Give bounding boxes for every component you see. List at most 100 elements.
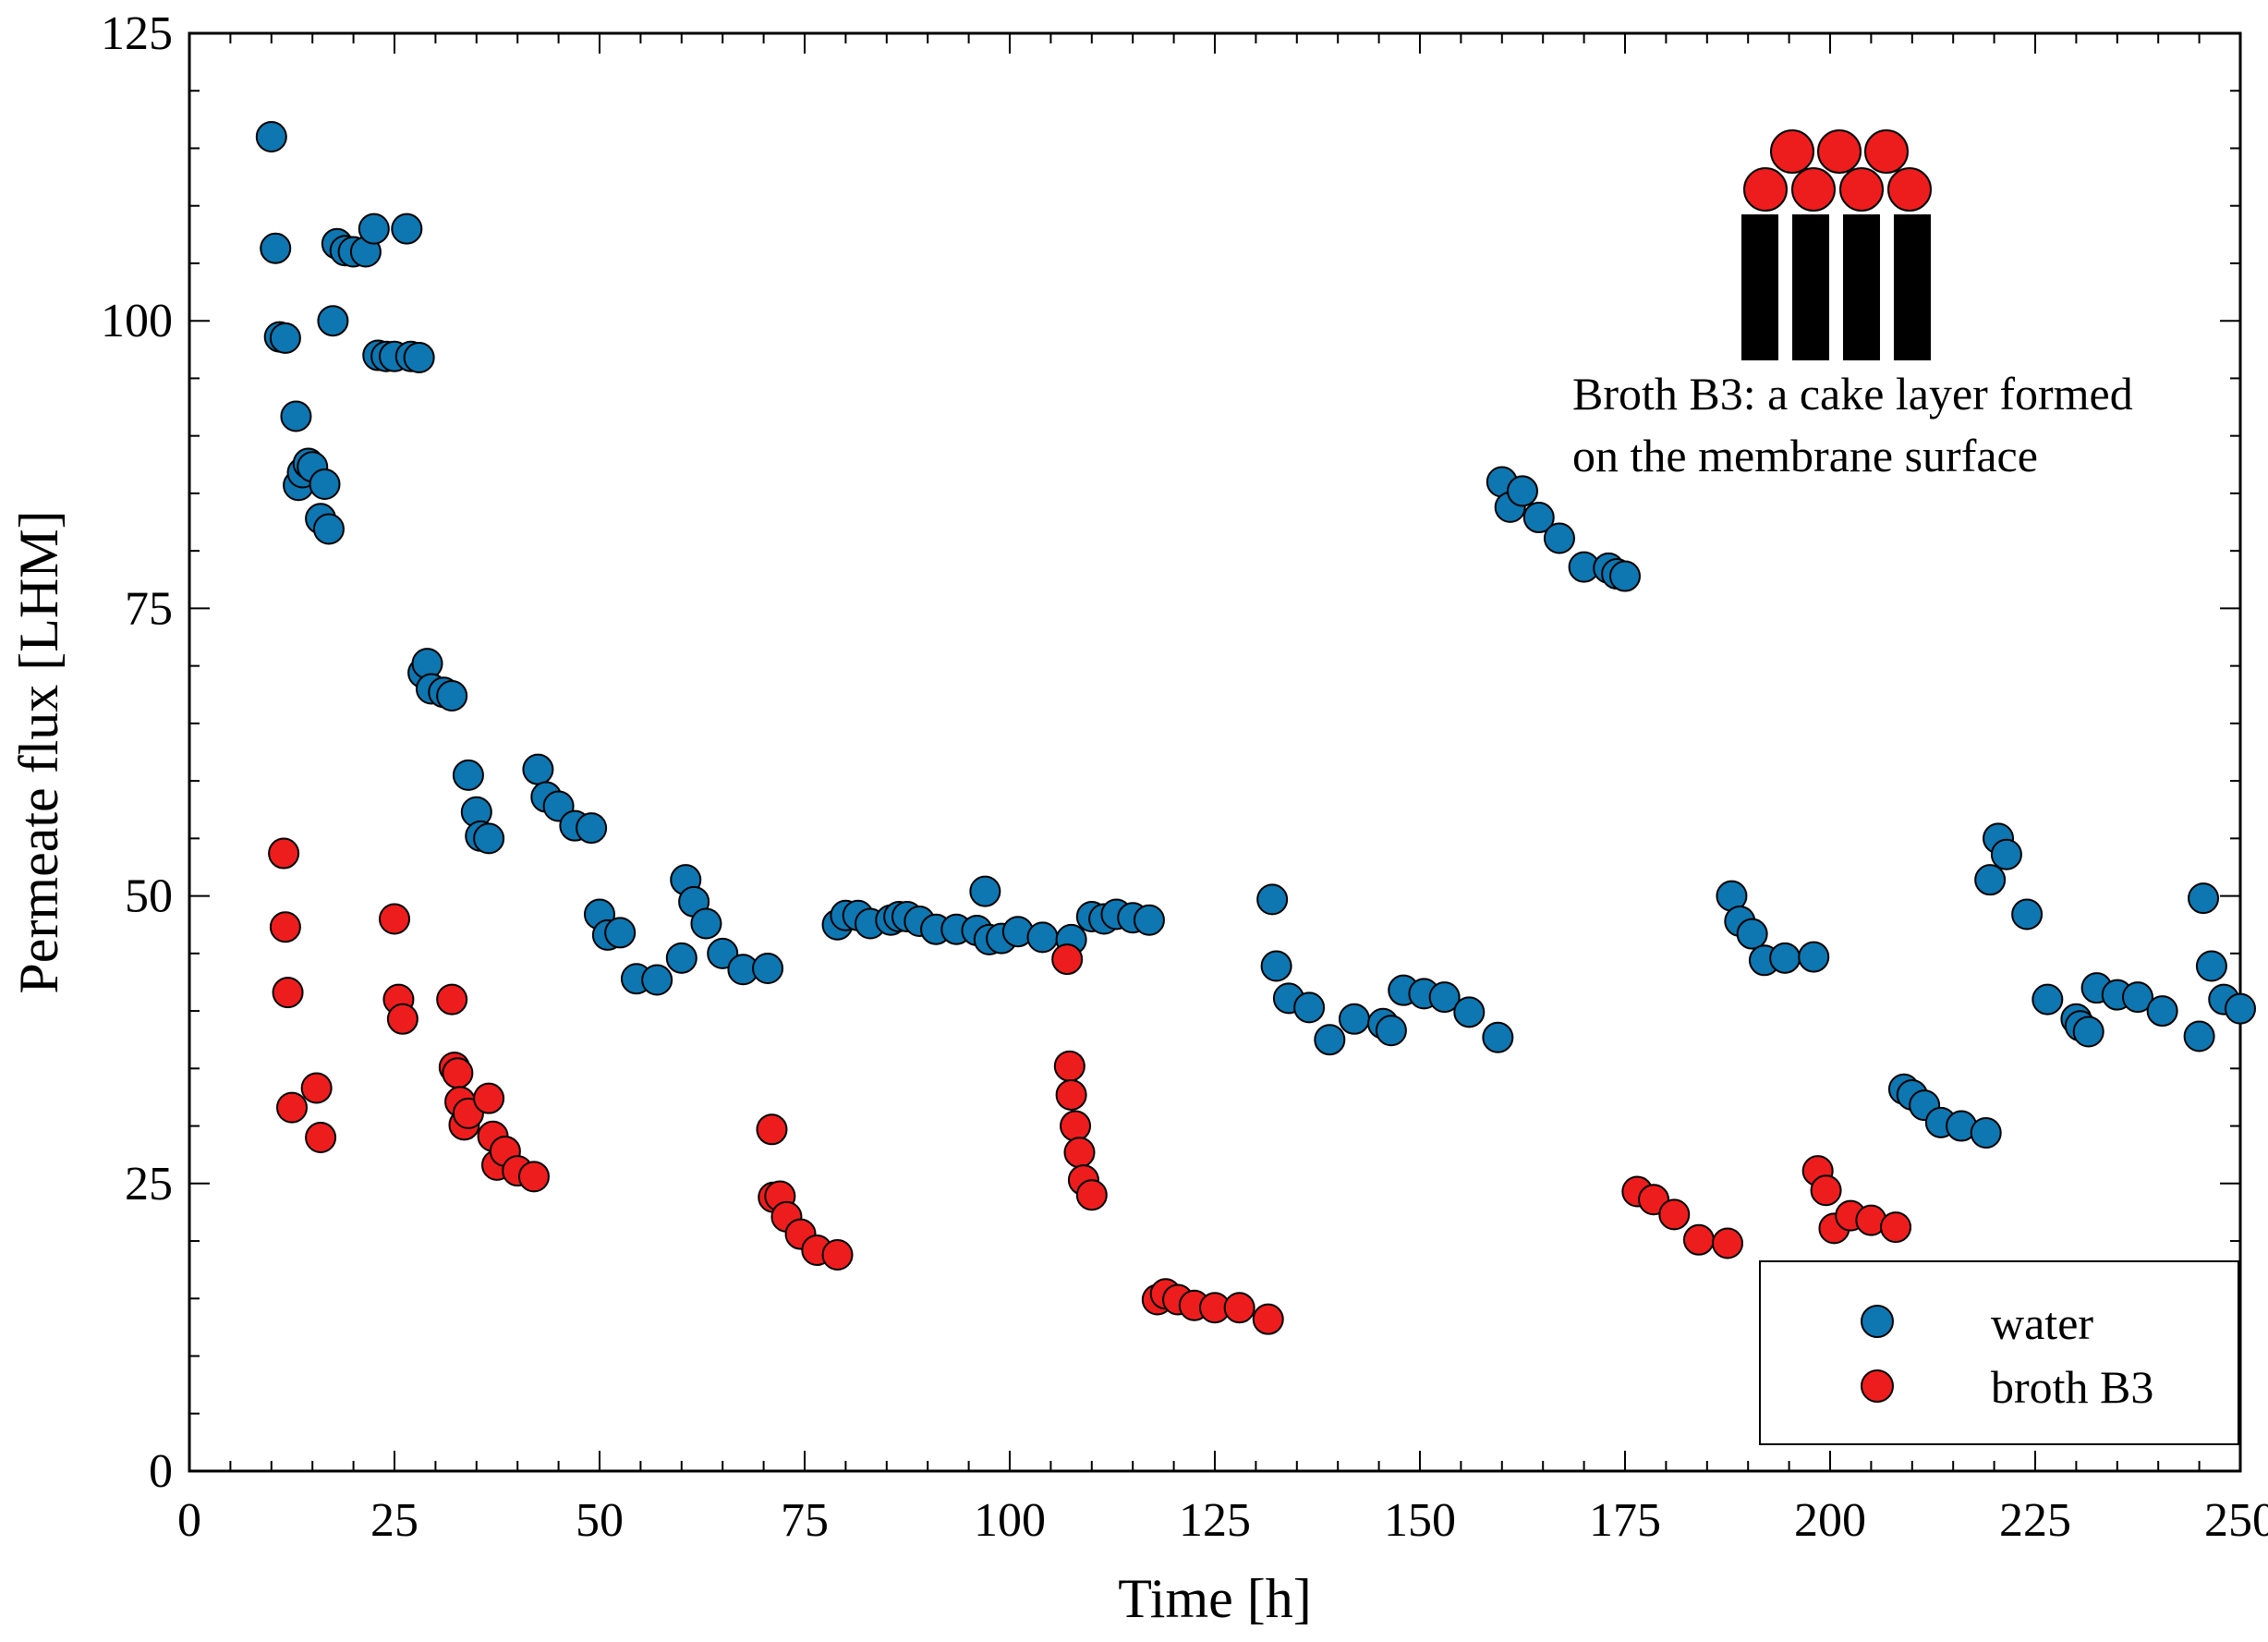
point-broth-b3 — [1252, 1303, 1284, 1335]
x-tick-label: 125 — [1179, 1494, 1251, 1547]
point-broth-b3 — [269, 911, 301, 943]
point-water — [1609, 560, 1641, 592]
cake-particle — [1743, 167, 1788, 212]
point-water — [269, 322, 301, 354]
x-tick-label: 75 — [781, 1494, 829, 1547]
legend: water broth B3 — [1759, 1260, 2239, 1445]
point-water — [473, 822, 505, 855]
point-water — [641, 964, 673, 996]
y-axis-title: Permeate flux [LHM] — [8, 510, 69, 993]
point-water — [604, 917, 637, 949]
point-broth-b3 — [1658, 1198, 1691, 1231]
point-water — [1260, 950, 1292, 982]
point-water — [690, 907, 722, 940]
point-water — [1428, 981, 1461, 1014]
point-water — [752, 953, 784, 985]
point-water — [436, 680, 468, 712]
point-broth-b3 — [276, 1091, 308, 1124]
x-tick-label: 0 — [177, 1494, 201, 1547]
legend-marker-broth-b3 — [1861, 1369, 1894, 1403]
point-water — [1026, 921, 1059, 954]
point-water — [403, 342, 435, 374]
x-axis-ticks — [188, 33, 2241, 1471]
point-water — [665, 942, 697, 974]
point-water — [2122, 981, 2153, 1014]
point-water — [1256, 883, 1289, 916]
point-water — [2146, 995, 2178, 1028]
point-water — [1522, 502, 1555, 534]
point-broth-b3 — [1880, 1211, 1912, 1244]
point-water — [576, 812, 608, 845]
cake-particle — [1887, 167, 1932, 212]
y-axis-tick-labels: 0 25 50 75 100 125 — [101, 7, 173, 1498]
point-broth-b3 — [1712, 1227, 1743, 1259]
point-water — [2072, 1016, 2104, 1048]
point-water — [1798, 941, 1830, 973]
point-broth-b3 — [1053, 1050, 1085, 1082]
y-tick-label: 75 — [125, 582, 173, 635]
point-water — [452, 759, 484, 791]
point-water — [2031, 983, 2064, 1016]
y-tick-label: 0 — [149, 1445, 173, 1498]
point-broth-b3 — [756, 1113, 788, 1146]
legend-label-water: water — [1991, 1297, 2093, 1349]
point-broth-b3 — [821, 1238, 854, 1271]
legend-label-broth-b3: broth B3 — [1991, 1361, 2153, 1413]
y-tick-label: 50 — [125, 870, 173, 923]
membrane-pore-bar — [1843, 214, 1880, 360]
membrane-pore-bar — [1741, 214, 1778, 360]
point-broth-b3 — [1810, 1174, 1842, 1207]
point-broth-b3 — [386, 1003, 418, 1035]
point-broth-b3 — [436, 983, 468, 1016]
point-water — [969, 875, 1001, 907]
cake-particle — [1817, 129, 1862, 174]
point-water — [1970, 1117, 2002, 1149]
point-water — [2188, 882, 2220, 915]
point-broth-b3 — [272, 977, 304, 1009]
point-water — [260, 232, 292, 264]
cake-particle — [1770, 129, 1814, 174]
point-water — [1314, 1024, 1346, 1056]
point-broth-b3 — [268, 837, 300, 870]
point-water — [1736, 918, 1768, 950]
point-broth-b3 — [305, 1122, 337, 1154]
cake-particle — [1791, 167, 1836, 212]
membrane-pore-bar — [1894, 214, 1931, 360]
point-water — [317, 305, 349, 337]
point-water — [1507, 475, 1538, 507]
x-tick-label: 175 — [1589, 1494, 1661, 1547]
x-tick-label: 25 — [370, 1494, 418, 1547]
point-water — [2225, 992, 2256, 1025]
point-broth-b3 — [300, 1072, 333, 1104]
x-tick-label: 200 — [1794, 1494, 1866, 1547]
point-broth-b3 — [1055, 1078, 1087, 1111]
point-water — [1769, 942, 1801, 974]
point-water — [1453, 996, 1486, 1028]
point-water — [522, 753, 554, 785]
point-water — [2183, 1020, 2215, 1052]
point-broth-b3 — [517, 1161, 550, 1193]
annotation-line-1: Broth B3: a cake layer formed — [1572, 368, 2133, 420]
point-water — [391, 213, 423, 245]
x-tick-label: 50 — [576, 1494, 624, 1547]
point-broth-b3 — [1682, 1223, 1715, 1256]
x-tick-label: 225 — [1999, 1494, 2071, 1547]
series-water — [255, 121, 2256, 1149]
point-water — [312, 513, 345, 545]
point-broth-b3 — [1075, 1179, 1108, 1211]
x-axis-title: Time [h] — [1118, 1568, 1311, 1629]
point-broth-b3 — [379, 903, 410, 935]
y-tick-label: 100 — [101, 295, 173, 347]
membrane-pore-bar — [1792, 214, 1829, 360]
point-broth-b3 — [1060, 1110, 1092, 1142]
cake-particle — [1839, 167, 1884, 212]
x-tick-label: 150 — [1384, 1494, 1456, 1547]
y-tick-label: 125 — [101, 7, 173, 60]
point-broth-b3 — [473, 1082, 505, 1114]
membrane-cake-illustration — [1741, 129, 1932, 360]
x-axis-tick-labels: 0 25 50 75 100 125 150 175 200 225 250 — [177, 1494, 2268, 1547]
point-broth-b3 — [442, 1057, 474, 1089]
point-water — [1338, 1003, 1370, 1035]
point-water — [2195, 950, 2227, 982]
